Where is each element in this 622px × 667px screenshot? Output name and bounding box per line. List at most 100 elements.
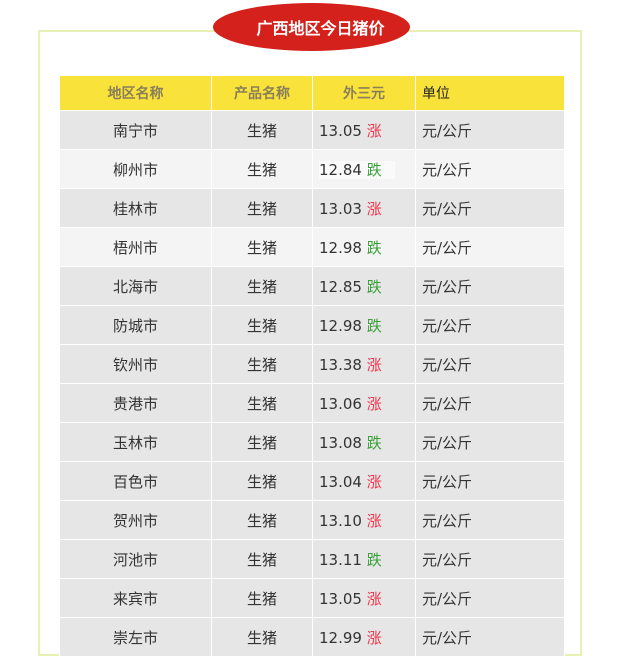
price-cell: 13.08 跌 [312, 422, 416, 462]
table-row: 来宾市 生猪 13.05 涨 元/公斤 [59, 578, 565, 618]
unit-cell: 元/公斤 [415, 266, 565, 306]
price-cell: 13.04 涨 [312, 461, 416, 501]
price-cell: 13.03 涨 [312, 188, 416, 228]
price-value: 13.05 [319, 121, 362, 140]
price-wrap: 13.11 跌 [319, 551, 382, 569]
price-wrap: 13.03 涨 [319, 200, 382, 218]
table-row: 玉林市 生猪 13.08 跌 元/公斤 [59, 422, 565, 462]
product-cell: 生猪 [211, 383, 313, 423]
price-cell: 12.99 涨 [312, 617, 416, 657]
price-wrap: 13.06 涨 [319, 395, 382, 413]
trend-label: 涨 [366, 355, 382, 374]
price-wrap: 13.05 涨 [319, 590, 382, 608]
price-value: 12.99 [319, 628, 362, 647]
price-wrap: 13.10 涨 [319, 512, 382, 530]
price-value: 12.84 [319, 160, 362, 179]
trend-label: 涨 [366, 121, 382, 140]
product-cell: 生猪 [211, 149, 313, 189]
price-cell: 12.85 跌 [312, 266, 416, 306]
unit-cell: 元/公斤 [415, 461, 565, 501]
price-wrap: 13.04 涨 [319, 473, 382, 491]
price-value: 12.98 [319, 316, 362, 335]
table-header: 地区名称 产品名称 外三元 单位 [59, 75, 565, 111]
price-value: 13.11 [319, 550, 362, 569]
trend-label: 涨 [366, 394, 382, 413]
price-value: 13.38 [319, 355, 362, 374]
unit-cell: 元/公斤 [415, 110, 565, 150]
region-cell: 玉林市 [59, 422, 212, 462]
region-cell: 百色市 [59, 461, 212, 501]
product-cell: 生猪 [211, 227, 313, 267]
product-cell: 生猪 [211, 110, 313, 150]
price-cell: 13.06 涨 [312, 383, 416, 423]
table-row: 河池市 生猪 13.11 跌 元/公斤 [59, 539, 565, 579]
region-cell: 钦州市 [59, 344, 212, 384]
product-cell: 生猪 [211, 500, 313, 540]
unit-cell: 元/公斤 [415, 422, 565, 462]
unit-cell: 元/公斤 [415, 305, 565, 345]
product-cell: 生猪 [211, 578, 313, 618]
price-wrap: 13.08 跌 [319, 434, 382, 452]
header-region: 地区名称 [59, 75, 212, 111]
price-cell: 13.05 涨 [312, 110, 416, 150]
product-cell: 生猪 [211, 539, 313, 579]
trend-label: 跌 [366, 433, 382, 452]
price-cell: 13.10 涨 [312, 500, 416, 540]
price-wrap: 13.05 涨 [319, 122, 382, 140]
product-cell: 生猪 [211, 422, 313, 462]
table-row: 北海市 生猪 12.85 跌 元/公斤 [59, 266, 565, 306]
product-cell: 生猪 [211, 344, 313, 384]
table-row: 南宁市 生猪 13.05 涨 元/公斤 [59, 110, 565, 150]
table-row: 防城市 生猪 12.98 跌 元/公斤 [59, 305, 565, 345]
trend-label: 跌 [366, 238, 382, 257]
price-cell: 12.84 跌 [312, 149, 416, 189]
price-cell: 12.98 跌 [312, 305, 416, 345]
trend-label: 涨 [366, 511, 382, 530]
trend-label: 涨 [366, 628, 382, 647]
region-cell: 贺州市 [59, 500, 212, 540]
table-row: 柳州市 生猪 12.84 跌 元/公斤 [59, 149, 565, 189]
trend-label: 跌 [366, 160, 382, 179]
price-cell: 13.05 涨 [312, 578, 416, 618]
unit-cell: 元/公斤 [415, 149, 565, 189]
trend-label: 涨 [366, 589, 382, 608]
unit-cell: 元/公斤 [415, 617, 565, 657]
table-row: 梧州市 生猪 12.98 跌 元/公斤 [59, 227, 565, 267]
trend-label: 涨 [366, 199, 382, 218]
unit-cell: 元/公斤 [415, 344, 565, 384]
unit-cell: 元/公斤 [415, 578, 565, 618]
table-row: 百色市 生猪 13.04 涨 元/公斤 [59, 461, 565, 501]
price-value: 13.05 [319, 589, 362, 608]
unit-cell: 元/公斤 [415, 227, 565, 267]
region-cell: 贵港市 [59, 383, 212, 423]
table-row: 贵港市 生猪 13.06 涨 元/公斤 [59, 383, 565, 423]
price-wrap: 12.98 跌 [319, 317, 382, 335]
price-wrap: 12.84 跌 [319, 160, 395, 179]
price-cell: 13.11 跌 [312, 539, 416, 579]
table-row: 贺州市 生猪 13.10 涨 元/公斤 [59, 500, 565, 540]
price-value: 13.03 [319, 199, 362, 218]
table-row: 崇左市 生猪 12.99 涨 元/公斤 [59, 617, 565, 657]
price-value: 13.08 [319, 433, 362, 452]
price-wrap: 12.98 跌 [319, 239, 382, 257]
trend-label: 涨 [366, 472, 382, 491]
region-cell: 来宾市 [59, 578, 212, 618]
table-row: 钦州市 生猪 13.38 涨 元/公斤 [59, 344, 565, 384]
price-value: 13.06 [319, 394, 362, 413]
unit-cell: 元/公斤 [415, 383, 565, 423]
trend-label: 跌 [366, 550, 382, 569]
price-value: 13.10 [319, 511, 362, 530]
page-title: 广西地区今日猪价 [213, 3, 410, 51]
product-cell: 生猪 [211, 461, 313, 501]
region-cell: 柳州市 [59, 149, 212, 189]
unit-cell: 元/公斤 [415, 188, 565, 228]
price-cell: 12.98 跌 [312, 227, 416, 267]
trend-label: 跌 [366, 316, 382, 335]
region-cell: 河池市 [59, 539, 212, 579]
product-cell: 生猪 [211, 188, 313, 228]
header-price: 外三元 [312, 75, 416, 111]
price-wrap: 12.99 涨 [319, 629, 382, 647]
header-unit: 单位 [415, 75, 565, 111]
pig-price-table: 地区名称 产品名称 外三元 单位 南宁市 生猪 13.05 涨 元/公斤 柳州市 … [59, 75, 565, 657]
region-cell: 梧州市 [59, 227, 212, 267]
